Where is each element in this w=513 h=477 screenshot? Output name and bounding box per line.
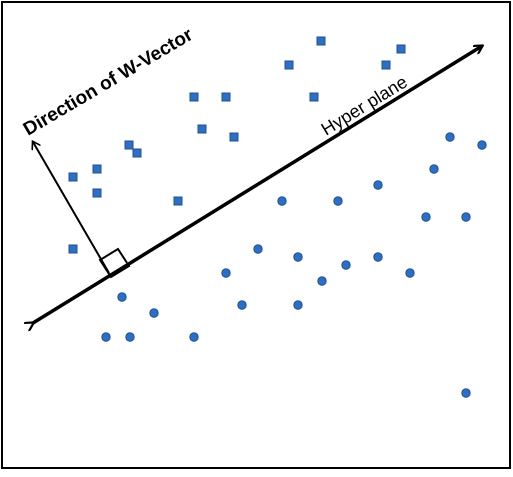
square-point	[92, 188, 102, 198]
square-point	[189, 92, 199, 102]
square-point	[221, 92, 231, 102]
square-point	[92, 164, 102, 174]
circle-point	[117, 292, 127, 302]
circle-point	[221, 268, 231, 278]
circle-point	[373, 180, 383, 190]
circle-point	[477, 140, 487, 150]
circle-point	[237, 300, 247, 310]
circle-point	[461, 212, 471, 222]
square-point	[396, 44, 406, 54]
square-point	[316, 36, 326, 46]
circle-point	[293, 252, 303, 262]
square-point	[68, 172, 78, 182]
square-class-points	[68, 36, 406, 254]
circle-point	[421, 212, 431, 222]
square-point	[309, 92, 319, 102]
square-point	[173, 196, 183, 206]
circle-point	[445, 132, 455, 142]
circle-point	[429, 164, 439, 174]
circle-point	[253, 244, 263, 254]
circle-point	[125, 332, 135, 342]
circle-point	[333, 196, 343, 206]
diagram-frame	[1, 1, 511, 469]
square-point	[381, 60, 391, 70]
w-vector-arrow	[33, 142, 110, 274]
circle-point	[293, 300, 303, 310]
circle-class-points	[101, 132, 487, 398]
circle-point	[341, 260, 351, 270]
square-point	[229, 132, 239, 142]
circle-point	[373, 252, 383, 262]
square-point	[197, 124, 207, 134]
circle-point	[405, 268, 415, 278]
hyperplane-arrow	[33, 46, 482, 323]
square-point	[68, 244, 78, 254]
square-point	[284, 60, 294, 70]
square-point	[124, 140, 134, 150]
circle-point	[461, 388, 471, 398]
circle-point	[317, 276, 327, 286]
circle-point	[189, 332, 199, 342]
circle-point	[277, 196, 287, 206]
circle-point	[149, 308, 159, 318]
square-point	[132, 148, 142, 158]
circle-point	[101, 332, 111, 342]
right-angle-marker	[98, 247, 131, 279]
